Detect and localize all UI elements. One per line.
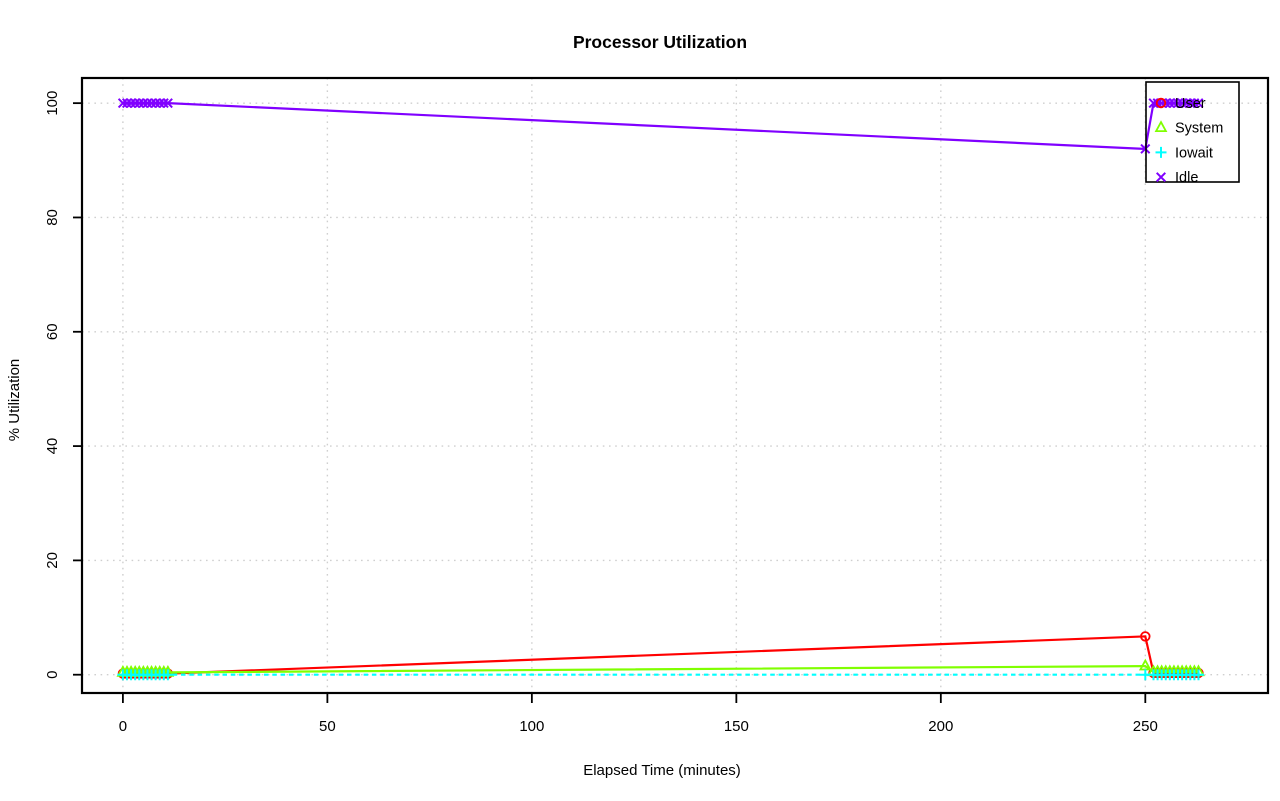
plus-marker (1155, 146, 1167, 158)
series-line-user (122, 635, 1199, 675)
x-marker (1168, 98, 1179, 109)
circle-marker (1140, 631, 1151, 642)
x-marker (1177, 98, 1188, 109)
y-tick-label: 0 (44, 671, 61, 679)
series-iowait (117, 669, 1204, 681)
y-tick-label: 100 (44, 91, 61, 116)
x-marker (1155, 172, 1167, 183)
series-system (116, 658, 1205, 677)
x-tick-label: 0 (119, 718, 127, 735)
legend-entry-system: System (1154, 120, 1223, 137)
legend-label-idle: Idle (1175, 170, 1198, 186)
x-tick-label: 250 (1133, 718, 1158, 735)
legend-entry-iowait: Iowait (1155, 145, 1213, 161)
series-line-idle (122, 101, 1199, 151)
legend-label-iowait: Iowait (1175, 145, 1213, 161)
x-marker (1185, 98, 1196, 109)
y-tick-label: 40 (44, 438, 61, 455)
x-tick-label: 200 (928, 718, 953, 735)
grid (82, 78, 1268, 693)
x-marker (121, 98, 132, 109)
y-tick-label: 20 (44, 552, 61, 569)
series-idle (117, 98, 1204, 154)
x-tick-label: 100 (519, 718, 544, 735)
x-marker (1164, 98, 1175, 109)
legend-box (1145, 81, 1240, 183)
axes: 0 50 100 150 200 250 0 20 40 60 80 100 (44, 91, 1158, 735)
legend: User System Iowait Idle (1145, 81, 1240, 186)
plot-border (80, 76, 1270, 695)
x-marker (142, 98, 153, 109)
x-marker (117, 98, 128, 109)
x-marker (130, 98, 141, 109)
legend-entry-idle: Idle (1155, 170, 1198, 186)
y-axis-label: % Utilization (6, 359, 23, 442)
plus-marker (1192, 669, 1204, 681)
chart-title: Processor Utilization (573, 32, 747, 52)
x-marker (162, 98, 173, 109)
legend-entry-user: User (1155, 96, 1206, 112)
y-tick-label: 60 (44, 323, 61, 340)
x-marker (134, 98, 145, 109)
x-marker (1181, 98, 1192, 109)
x-marker (1148, 98, 1159, 109)
x-tick-label: 150 (724, 718, 749, 735)
x-marker (146, 98, 157, 109)
x-marker (1173, 98, 1184, 109)
x-marker (158, 98, 169, 109)
x-marker (1193, 98, 1204, 109)
circle-marker (1155, 97, 1167, 109)
x-marker (150, 98, 161, 109)
x-marker (154, 98, 165, 109)
plus-marker (162, 669, 174, 681)
legend-label-system: System (1175, 121, 1223, 137)
x-axis-label: Elapsed Time (minutes) (583, 762, 741, 779)
legend-label-user: User (1175, 96, 1206, 112)
triangle-up-marker (1154, 120, 1168, 132)
x-marker (1189, 98, 1200, 109)
x-marker (126, 98, 137, 109)
x-tick-label: 50 (319, 718, 336, 735)
y-tick-label: 80 (44, 209, 61, 226)
x-marker (138, 98, 149, 109)
